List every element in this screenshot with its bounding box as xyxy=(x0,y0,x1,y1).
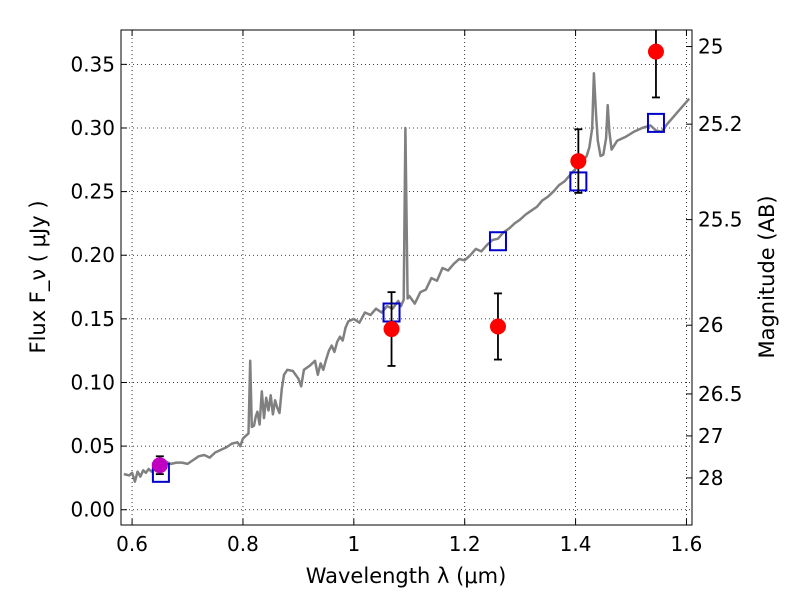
y-tick-label: 0.05 xyxy=(70,434,115,458)
x-tick-label: 1.6 xyxy=(671,532,703,556)
y2-tick-label: 26 xyxy=(698,313,723,337)
y-axis-title: Flux F_ν ( μJy ) xyxy=(26,200,51,353)
y2-tick-label: 27 xyxy=(698,424,723,448)
y2-axis-ticks: 25 25.2 25.5 26 26.5 27 28 xyxy=(686,35,743,490)
plot-area xyxy=(123,30,691,483)
y2-tick-label: 25.2 xyxy=(698,112,743,136)
observed-point xyxy=(570,153,587,170)
observed-point xyxy=(151,457,168,474)
model-point xyxy=(488,231,507,252)
plot-frame xyxy=(120,29,693,526)
x-axis-ticks: 0.6 0.8 1 1.2 1.4 1.6 xyxy=(116,30,702,556)
y-tick-label: 0.20 xyxy=(70,243,115,267)
observed-point xyxy=(383,321,400,338)
x-tick-label: 1 xyxy=(347,532,360,556)
observed-point xyxy=(647,43,664,60)
y2-axis-title: Magnitude (AB) xyxy=(755,195,779,358)
x-axis-title: Wavelength λ (μm) xyxy=(306,564,507,588)
y-tick-label: 0.25 xyxy=(70,180,115,204)
y-tick-label: 0.00 xyxy=(70,498,115,522)
model-point xyxy=(646,112,665,133)
y2-tick-label: 25 xyxy=(698,35,723,59)
y2-tick-label: 26.5 xyxy=(698,382,743,406)
x-tick-label: 0.6 xyxy=(116,532,148,556)
x-tick-label: 1.4 xyxy=(560,532,592,556)
observed-point xyxy=(489,318,506,335)
spectrum-line xyxy=(123,72,691,483)
y2-tick-label: 28 xyxy=(698,466,723,490)
y2-tick-label: 25.5 xyxy=(698,208,743,232)
x-tick-label: 1.2 xyxy=(449,532,481,556)
y-tick-label: 0.35 xyxy=(70,52,115,76)
y-tick-label: 0.15 xyxy=(70,307,115,331)
y-tick-label: 0.10 xyxy=(70,370,115,394)
y-axis-ticks: 0.00 0.05 0.10 0.15 0.20 0.25 0.30 0.35 xyxy=(70,52,127,522)
x-tick-label: 0.8 xyxy=(227,532,259,556)
y-tick-label: 0.30 xyxy=(70,116,115,140)
grid-lines xyxy=(121,30,692,525)
observed-markers xyxy=(151,30,664,476)
